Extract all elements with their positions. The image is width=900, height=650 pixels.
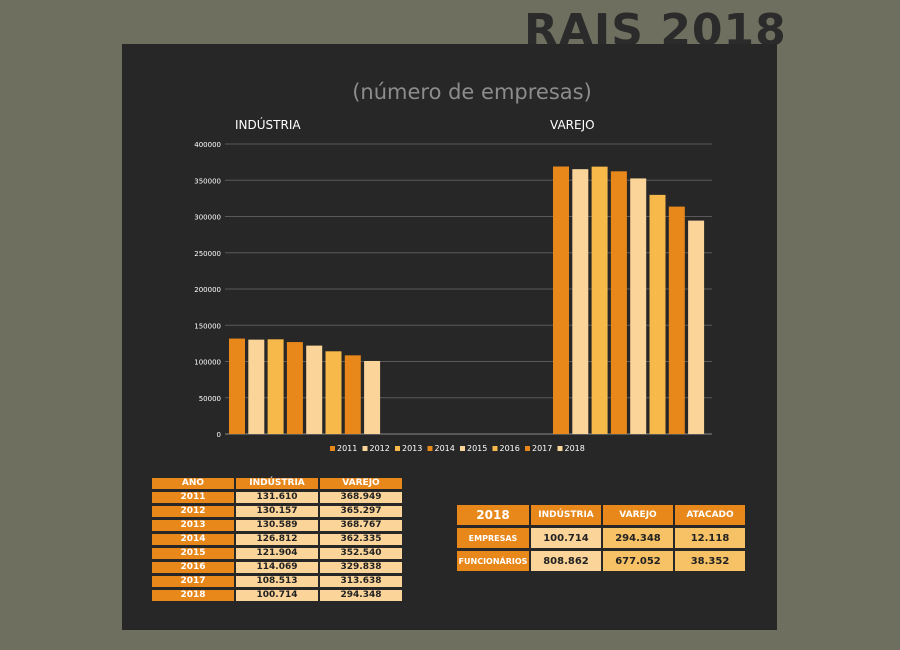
legend-label-2011: 2011 [337,444,357,453]
legend-label-2014: 2014 [435,444,455,453]
varejo-cell: 313.638 [320,576,402,587]
bar-2018-1 [688,220,705,434]
bar-2012-0 [248,339,265,434]
bar-2015-0 [306,345,323,434]
legend-swatch-2012 [362,446,368,451]
table-row: 2016 114.069 329.838 [152,562,402,573]
year-cell: 2013 [152,520,234,531]
legend-label-2013: 2013 [402,444,422,453]
y-tick-label: 400000 [194,141,221,149]
summary-table: 2018 INDÚSTRIA VAREJO ATACADO EMPRESAS 10… [455,502,747,574]
summary-corner-year: 2018 [457,505,529,525]
year-table: ANO INDÚSTRIA VAREJO 2011 131.610 368.949 2… [150,475,404,604]
bar-2016-1 [649,194,666,434]
year-cell: 2017 [152,576,234,587]
legend-swatch-2017 [525,446,530,451]
summary-table-header: 2018 INDÚSTRIA VAREJO ATACADO [457,505,745,525]
year-cell: 2015 [152,548,234,559]
year-cell: 2014 [152,534,234,545]
table-row: 2011 131.610 368.949 [152,492,402,503]
table-row: 2018 100.714 294.348 [152,590,402,601]
industria-cell: 100.714 [236,590,318,601]
header-ano: ANO [152,478,234,489]
bar-2011-1 [553,166,569,435]
legend-label-2012: 2012 [370,444,390,453]
industria-cell: 108.513 [236,576,318,587]
y-tick-label: 0 [217,431,221,439]
industria-cell: 121.904 [236,548,318,559]
summary-value-cell: 294.348 [603,528,673,548]
legend-label-2015: 2015 [467,444,487,453]
summary-row: EMPRESAS 100.714 294.348 12.118 [457,528,745,548]
summary-value-cell: 12.118 [675,528,745,548]
legend-label-2018: 2018 [565,444,585,453]
y-tick-label: 350000 [194,177,221,185]
y-tick-label: 150000 [194,322,221,330]
table-row: 2017 108.513 313.638 [152,576,402,587]
summary-value-cell: 100.714 [531,528,601,548]
bar-2014-0 [286,342,303,434]
bar-2018-0 [364,360,381,434]
summary-header-atacado: ATACADO [675,505,745,525]
summary-row-label: FUNCIONÁRIOS [457,551,529,571]
legend-swatch-2015 [460,446,465,451]
bar-2013-1 [591,166,608,434]
table-row: 2013 130.589 368.767 [152,520,402,531]
legend-swatch-2018 [557,446,563,451]
chart-subtitle: (número de empresas) [352,80,592,104]
table-row: 2015 121.904 352.540 [152,548,402,559]
legend-swatch-2016 [492,446,498,451]
bar-2017-1 [668,206,685,434]
legend-swatch-2013 [395,446,400,451]
legend-swatch-2014 [427,446,433,451]
category-label-varejo: VAREJO [550,118,595,132]
bar-2015-1 [630,178,647,434]
table-row: 2012 130.157 365.297 [152,506,402,517]
industria-cell: 130.589 [236,520,318,531]
y-tick-label: 300000 [194,214,221,222]
y-tick-label: 200000 [194,286,221,294]
summary-header-industria: INDÚSTRIA [531,505,601,525]
legend-label-2017: 2017 [532,444,552,453]
y-tick-label: 250000 [194,250,221,258]
bar-2017-0 [344,355,361,434]
summary-value-cell: 677.052 [603,551,673,571]
header-industria: INDÚSTRIA [236,478,318,489]
year-cell: 2016 [152,562,234,573]
varejo-cell: 368.767 [320,520,402,531]
industria-cell: 130.157 [236,506,318,517]
summary-value-cell: 808.862 [531,551,601,571]
industria-cell: 126.812 [236,534,318,545]
bar-2016-0 [325,351,342,434]
bar-2011-0 [229,338,245,434]
year-cell: 2011 [152,492,234,503]
category-label-industria: INDÚSTRIA [235,118,301,132]
summary-value-cell: 38.352 [675,551,745,571]
year-cell: 2018 [152,590,234,601]
varejo-cell: 329.838 [320,562,402,573]
legend-swatch-2011 [330,446,335,451]
y-tick-label: 50000 [199,395,221,403]
varejo-cell: 368.949 [320,492,402,503]
year-table-header: ANO INDÚSTRIA VAREJO [152,478,402,489]
varejo-cell: 365.297 [320,506,402,517]
bar-2012-1 [572,169,589,434]
legend-label-2016: 2016 [500,444,520,453]
bar-2014-1 [610,171,627,434]
varejo-cell: 352.540 [320,548,402,559]
varejo-cell: 294.348 [320,590,402,601]
year-cell: 2012 [152,506,234,517]
varejo-cell: 362.335 [320,534,402,545]
y-tick-label: 100000 [194,359,221,367]
industria-cell: 114.069 [236,562,318,573]
summary-header-varejo: VAREJO [603,505,673,525]
industria-cell: 131.610 [236,492,318,503]
header-varejo: VAREJO [320,478,402,489]
summary-row-label: EMPRESAS [457,528,529,548]
bar-2013-0 [267,339,284,434]
summary-row: FUNCIONÁRIOS 808.862 677.052 38.352 [457,551,745,571]
table-row: 2014 126.812 362.335 [152,534,402,545]
